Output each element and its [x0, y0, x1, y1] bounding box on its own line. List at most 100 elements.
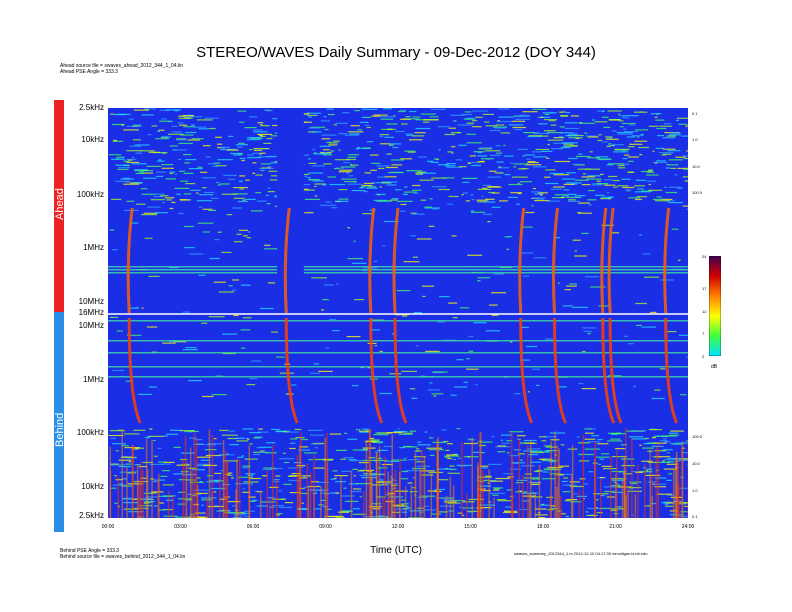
noise-mark: [491, 192, 500, 194]
noise-mark: [530, 442, 535, 444]
noise-mark: [196, 463, 211, 465]
low-frequency-emission: [189, 447, 192, 518]
noise-mark: [517, 182, 520, 184]
noise-mark: [130, 222, 139, 224]
noise-mark: [359, 496, 363, 498]
noise-mark: [322, 299, 329, 301]
ahead-frequency-tick: 100kHz: [76, 190, 104, 199]
low-frequency-emission: [445, 495, 448, 518]
noise-mark: [232, 207, 242, 209]
noise-mark: [381, 182, 392, 184]
noise-mark: [497, 451, 506, 453]
noise-mark: [123, 502, 139, 504]
noise-mark: [373, 114, 388, 116]
noise-mark: [522, 111, 538, 113]
noise-mark: [578, 122, 583, 124]
noise-mark: [414, 132, 426, 134]
noise-mark: [235, 144, 248, 146]
low-frequency-emission: [326, 432, 328, 518]
low-frequency-emission: [649, 449, 651, 518]
noise-mark: [661, 154, 667, 156]
noise-mark: [119, 483, 123, 485]
low-frequency-emission: [449, 476, 452, 518]
noise-mark: [358, 430, 369, 432]
noise-mark: [562, 142, 578, 144]
noise-mark: [153, 196, 164, 198]
low-frequency-emission: [236, 458, 238, 518]
low-frequency-emission: [655, 447, 657, 518]
noise-mark: [140, 188, 148, 190]
noise-mark: [133, 429, 146, 431]
noise-mark: [349, 133, 360, 135]
noise-mark: [263, 467, 275, 469]
noise-mark: [466, 358, 470, 360]
noise-mark: [412, 467, 426, 470]
noise-mark: [138, 498, 152, 500]
noise-mark: [417, 441, 422, 443]
noise-mark: [182, 115, 195, 117]
noise-mark: [357, 129, 362, 131]
noise-mark: [230, 152, 243, 155]
noise-mark: [550, 188, 562, 190]
noise-mark: [490, 154, 501, 156]
noise-mark: [439, 296, 450, 298]
noise-mark: [657, 135, 664, 137]
noise-mark: [244, 516, 251, 518]
noise-mark: [420, 172, 436, 174]
noise-mark: [207, 475, 214, 477]
noise-mark: [108, 154, 122, 156]
noise-mark: [257, 122, 264, 124]
noise-mark: [458, 144, 467, 146]
noise-mark: [425, 350, 440, 352]
low-frequency-emission: [677, 458, 679, 518]
noise-mark: [209, 257, 220, 260]
noise-mark: [415, 173, 423, 175]
noise-mark: [487, 221, 491, 223]
noise-mark: [221, 193, 238, 195]
behind-burst: [553, 317, 567, 424]
noise-mark: [173, 341, 187, 343]
noise-mark: [428, 225, 435, 227]
noise-mark: [444, 133, 456, 136]
noise-mark: [449, 465, 455, 467]
noise-mark: [313, 467, 325, 469]
noise-mark: [535, 384, 540, 386]
noise-mark: [476, 507, 492, 509]
noise-mark: [560, 115, 569, 117]
noise-mark: [259, 307, 274, 310]
noise-mark: [622, 150, 626, 152]
noise-mark: [386, 432, 403, 434]
low-frequency-emission: [479, 432, 481, 518]
noise-mark: [188, 253, 204, 255]
noise-mark: [244, 127, 257, 129]
low-frequency-emission: [482, 470, 484, 518]
noise-mark: [400, 203, 407, 206]
noise-mark: [503, 473, 514, 475]
noise-mark: [313, 152, 317, 154]
noise-mark: [432, 441, 446, 443]
low-frequency-emission: [616, 450, 618, 518]
noise-mark: [630, 483, 637, 485]
noise-mark: [497, 445, 507, 447]
noise-mark: [340, 458, 346, 460]
noise-mark: [664, 503, 669, 505]
noise-mark: [663, 153, 672, 155]
noise-mark: [539, 451, 550, 453]
noise-mark: [179, 170, 186, 172]
noise-mark: [565, 515, 569, 518]
noise-mark: [110, 487, 117, 489]
noise-mark: [319, 145, 331, 147]
noise-mark: [347, 258, 364, 260]
noise-mark: [644, 437, 649, 440]
noise-mark: [176, 139, 189, 141]
noise-mark: [347, 156, 357, 158]
noise-mark: [338, 171, 352, 173]
colorbar: [708, 255, 722, 357]
low-frequency-emission: [526, 445, 529, 518]
noise-mark: [188, 380, 202, 382]
low-frequency-emission: [657, 443, 659, 518]
noise-mark: [178, 158, 181, 160]
noise-mark: [587, 136, 599, 138]
interference-line: [108, 320, 688, 322]
noise-mark: [666, 502, 675, 504]
